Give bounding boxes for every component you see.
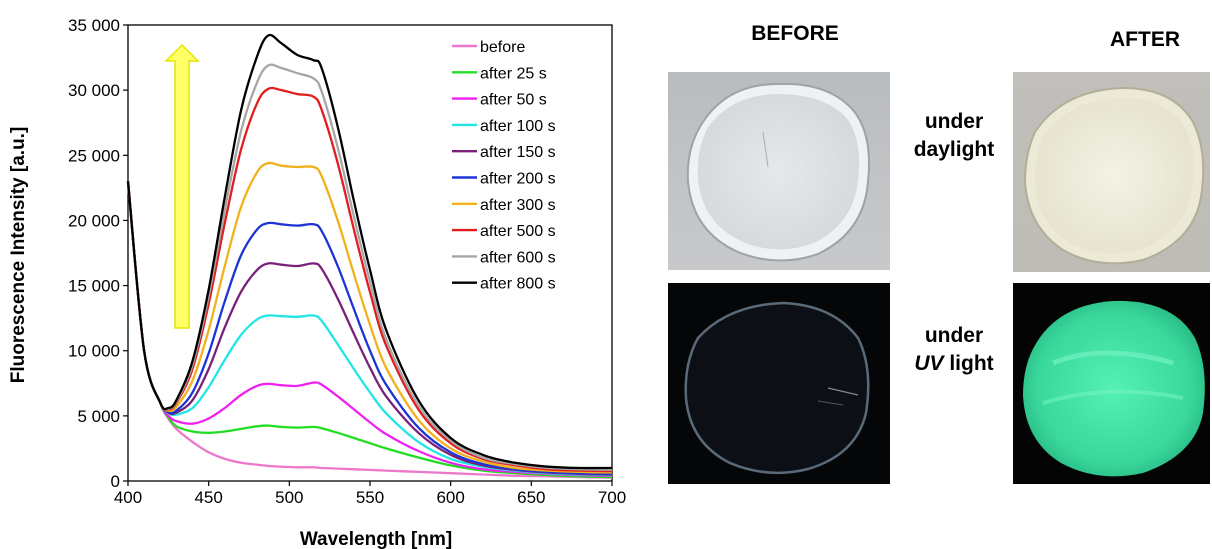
legend-label: after 150 s (480, 144, 556, 161)
daylight-label-line1: under (924, 110, 984, 133)
uv-label: under UV light (896, 322, 1012, 378)
y-tick-label: 35 000 (68, 16, 120, 35)
y-tick-label: 0 (111, 472, 120, 491)
x-tick-label: 500 (275, 488, 303, 507)
uv-label-line1: under (924, 324, 984, 347)
x-axis-title: Wavelength [nm] (300, 529, 452, 549)
before-heading: BEFORE (751, 22, 839, 45)
legend-label: after 500 s (480, 223, 556, 240)
y-tick-label: 5 000 (77, 407, 120, 426)
series-line-9 (126, 33, 613, 470)
x-tick-label: 550 (356, 488, 384, 507)
series-line-3 (126, 181, 613, 477)
x-tick-label: 450 (194, 488, 222, 507)
legend-label: after 200 s (480, 171, 556, 188)
after-heading: AFTER (1110, 28, 1180, 51)
after-daylight-photo (1013, 72, 1210, 272)
chart-legend: before after 25 s after 50 s after 100 s aft… (452, 39, 556, 293)
chart-axes: 400 450 500 550 600 650 700 0 5 000 10 000 15 000 2… (68, 16, 626, 507)
daylight-label-line2: daylight (913, 138, 995, 161)
arrow-shape (164, 43, 200, 329)
x-tick-label: 400 (114, 488, 142, 507)
fluorescence-chart: 400 450 500 550 600 650 700 0 5 000 10 000 15 000 2… (8, 16, 626, 549)
series-line-5 (126, 181, 613, 475)
series-line-0 (126, 181, 613, 479)
legend-label: after 100 s (480, 118, 556, 135)
before-daylight-photo (668, 72, 890, 270)
legend-label: after 25 s (480, 65, 547, 82)
legend-label: before (480, 39, 525, 56)
uv-label-rest: light (943, 352, 994, 375)
uv-label-line2: UV light (896, 350, 1012, 378)
legend-label: after 800 s (480, 276, 556, 293)
daylight-label: under daylight (896, 108, 1012, 164)
series-line-1 (126, 181, 613, 479)
y-tick-label: 25 000 (68, 146, 120, 165)
legend-label: after 50 s (480, 92, 547, 109)
x-tick-label: 700 (598, 488, 626, 507)
y-tick-label: 20 000 (68, 211, 120, 230)
legend-label: after 300 s (480, 197, 556, 214)
series-line-2 (126, 181, 613, 477)
chart-series-lines (126, 33, 613, 479)
x-tick-label: 600 (436, 488, 464, 507)
y-tick-label: 15 000 (68, 277, 120, 296)
increase-arrow-icon (164, 43, 200, 329)
x-tick-label: 650 (517, 488, 545, 507)
after-uv-photo (1013, 283, 1210, 484)
y-tick-label: 30 000 (68, 81, 120, 100)
y-axis-title: Fluorescence Intensity [a.u.] (8, 127, 29, 384)
legend-label: after 600 s (480, 249, 556, 266)
before-uv-photo (668, 283, 890, 484)
series-line-6 (126, 161, 613, 474)
uv-word: UV (914, 352, 944, 375)
y-tick-label: 10 000 (68, 342, 120, 361)
